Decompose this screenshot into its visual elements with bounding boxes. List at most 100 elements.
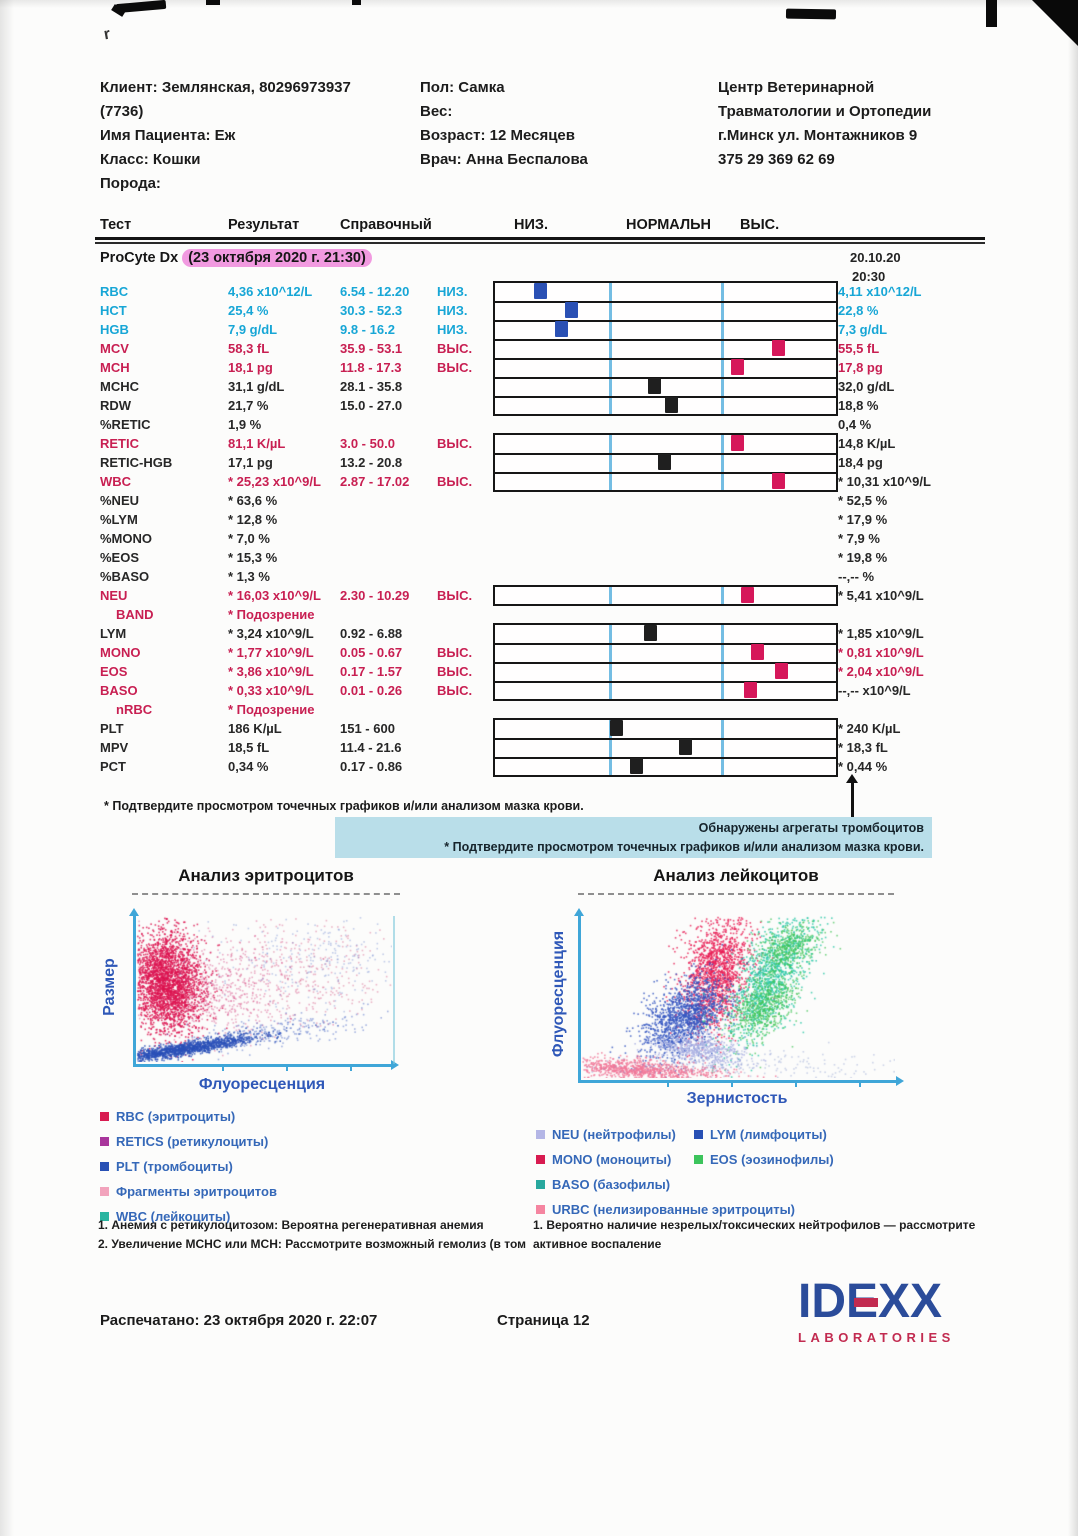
result-value: 1,9 % <box>228 417 262 432</box>
idexx-logo-dash <box>854 1298 878 1307</box>
legend-label: RBC (эритроциты) <box>116 1109 236 1124</box>
flag-label: НИЗ. <box>437 284 468 299</box>
test-name: RDW <box>100 398 132 413</box>
reference-range: 9.8 - 16.2 <box>340 322 395 337</box>
result-row-rdw: RDW 21,7 % 15.0 - 27.0 18,8 % <box>0 396 1078 415</box>
result-row-neu: NEU * 16,03 x10^9/L 2.30 - 10.29 ВЫС. * 5,41… <box>0 586 1078 605</box>
scan-edge-shadow <box>0 0 1078 8</box>
legend-cell: URBC (нелизированные эритроциты) <box>536 1197 795 1222</box>
legend-label: NEU (нейтрофилы) <box>552 1127 676 1142</box>
pen-mark: r <box>102 25 112 44</box>
alert-line: * Подтвердите просмотром точечных график… <box>444 840 924 854</box>
result-row-pct-lym: %LYM * 12,8 % * 17,9 % <box>0 510 1078 529</box>
client-line: Клиент: Землянская, 80296973937 <box>100 79 351 96</box>
legend-label: EOS (эозинофилы) <box>710 1152 834 1167</box>
legend-cell: MONO (моноциты) <box>536 1147 694 1172</box>
range-bar-group <box>493 623 838 701</box>
rbc-x-ticks <box>160 1066 392 1071</box>
test-name: MCHC <box>100 379 139 394</box>
reference-range: 15.0 - 27.0 <box>340 398 403 413</box>
legend-item: EOS (эозинофилы) <box>694 1147 834 1172</box>
note-line: 1. Вероятно наличие незрелых/токсических… <box>533 1218 976 1232</box>
flag-label: ВЫС. <box>437 588 473 603</box>
doctor-name: Врач: Анна Беспалова <box>420 151 588 168</box>
result-row-lym: LYM * 3,24 x10^9/L 0.92 - 6.88 * 1,85 x10^9… <box>0 624 1078 643</box>
legend-label: RETICS (ретикулоциты) <box>116 1134 269 1149</box>
result-value: * 3,24 x10^9/L <box>228 626 314 641</box>
result-value: 4,36 x10^12/L <box>228 284 313 299</box>
wbc-notes: 1. Вероятно наличие незрелых/токсических… <box>533 1216 975 1254</box>
legend-item: MONO (моноциты) <box>536 1147 694 1172</box>
legend-cell: EOS (эозинофилы) <box>694 1147 834 1172</box>
clinic-address: г.Минск ул. Монтажников 9 <box>718 127 918 144</box>
legend-color-swatch <box>100 1187 109 1196</box>
asterisk-footnote: * Подтвердите просмотром точечных график… <box>104 799 584 813</box>
reference-range: 0.92 - 6.88 <box>340 626 403 641</box>
result-marker <box>664 397 678 413</box>
run-timestamp-highlighted: (23 октября 2020 г. 21:30) <box>182 249 372 267</box>
test-name: %LYM <box>100 512 138 527</box>
result-marker <box>658 454 672 470</box>
result-row-band: BAND * Подозрение <box>0 605 1078 624</box>
reference-range: 28.1 - 35.8 <box>340 379 403 394</box>
flag-label: ВЫС. <box>437 645 473 660</box>
result-value: 7,9 g/dL <box>228 322 278 337</box>
result-row-hgb: HGB 7,9 g/dL 9.8 - 16.2 НИЗ. 7,3 g/dL <box>0 320 1078 339</box>
reference-range: 35.9 - 53.1 <box>340 341 403 356</box>
column-header-normal: НОРМАЛЬН <box>626 217 712 233</box>
result-value: * Подозрение <box>228 607 315 622</box>
test-name: PCT <box>100 759 126 774</box>
note-line: 1. Анемия с ретикулоцитозом: Вероятна ре… <box>98 1218 484 1232</box>
row-separator <box>495 738 836 740</box>
up-arrow-head <box>846 774 858 783</box>
previous-value: 22,8 % <box>838 303 879 318</box>
legend-color-swatch <box>536 1155 545 1164</box>
reference-range: 13.2 - 20.8 <box>340 455 403 470</box>
reference-range: 151 - 600 <box>340 721 395 736</box>
result-row-pct-mono: %MONO * 7,0 % * 7,9 % <box>0 529 1078 548</box>
clinic-phone: 375 29 369 62 69 <box>718 151 835 168</box>
previous-value: * 1,85 x10^9/L <box>838 626 924 641</box>
wbc-x-label: Зернистость <box>686 1090 788 1107</box>
previous-value: * 17,9 % <box>838 512 888 527</box>
range-divider-line <box>720 720 724 775</box>
result-value: * 63,6 % <box>228 493 278 508</box>
result-row-mono: MONO * 1,77 x10^9/L 0.05 - 0.67 ВЫС. * 0,81 … <box>0 643 1078 662</box>
reference-range: 0.17 - 0.86 <box>340 759 403 774</box>
result-row-mch: MCH 18,1 pg 11.8 - 17.3 ВЫС. 17,8 pg <box>0 358 1078 377</box>
range-divider-line <box>608 720 612 775</box>
result-value: 31,1 g/dL <box>228 379 285 394</box>
result-row-hct: HCT 25,4 % 30.3 - 52.3 НИЗ. 22,8 % <box>0 301 1078 320</box>
patient-class: Класс: Кошки <box>100 151 201 168</box>
scan-corner-mark <box>1032 0 1078 46</box>
row-separator <box>495 681 836 683</box>
result-row-pct-baso: %BASO * 1,3 % --,-- % <box>0 567 1078 586</box>
test-name: WBC <box>100 474 132 489</box>
scan-edge-shadow <box>0 0 14 1536</box>
test-name: PLT <box>100 721 124 736</box>
reference-range: 0.17 - 1.57 <box>340 664 403 679</box>
legend-color-swatch <box>694 1130 703 1139</box>
previous-value: 7,3 g/dL <box>838 322 888 337</box>
row-separator <box>495 643 836 645</box>
test-name: EOS <box>100 664 128 679</box>
test-name: RBC <box>100 284 129 299</box>
test-name: HCT <box>100 303 127 318</box>
wbc-y-axis-arrow <box>574 908 584 916</box>
note-line: 2. Увеличение MCHC или MCH: Рассмотрите … <box>98 1237 526 1251</box>
reference-range: 11.4 - 21.6 <box>340 740 402 755</box>
result-value: * Подозрение <box>228 702 315 717</box>
legend-label: MONO (моноциты) <box>552 1152 672 1167</box>
legend-item: LYM (лимфоциты) <box>694 1122 827 1147</box>
scan-artifact <box>352 0 361 5</box>
client-line: (7736) <box>100 103 144 120</box>
flag-label: ВЫС. <box>437 360 473 375</box>
range-divider-line <box>720 435 724 490</box>
clinic-name: Центр Ветеринарной <box>718 79 875 96</box>
previous-run-time: 20:30 <box>852 269 886 284</box>
legend-color-swatch <box>100 1112 109 1121</box>
flag-label: ВЫС. <box>437 436 473 451</box>
reference-range: 6.54 - 12.20 <box>340 284 410 299</box>
row-separator <box>495 358 836 360</box>
